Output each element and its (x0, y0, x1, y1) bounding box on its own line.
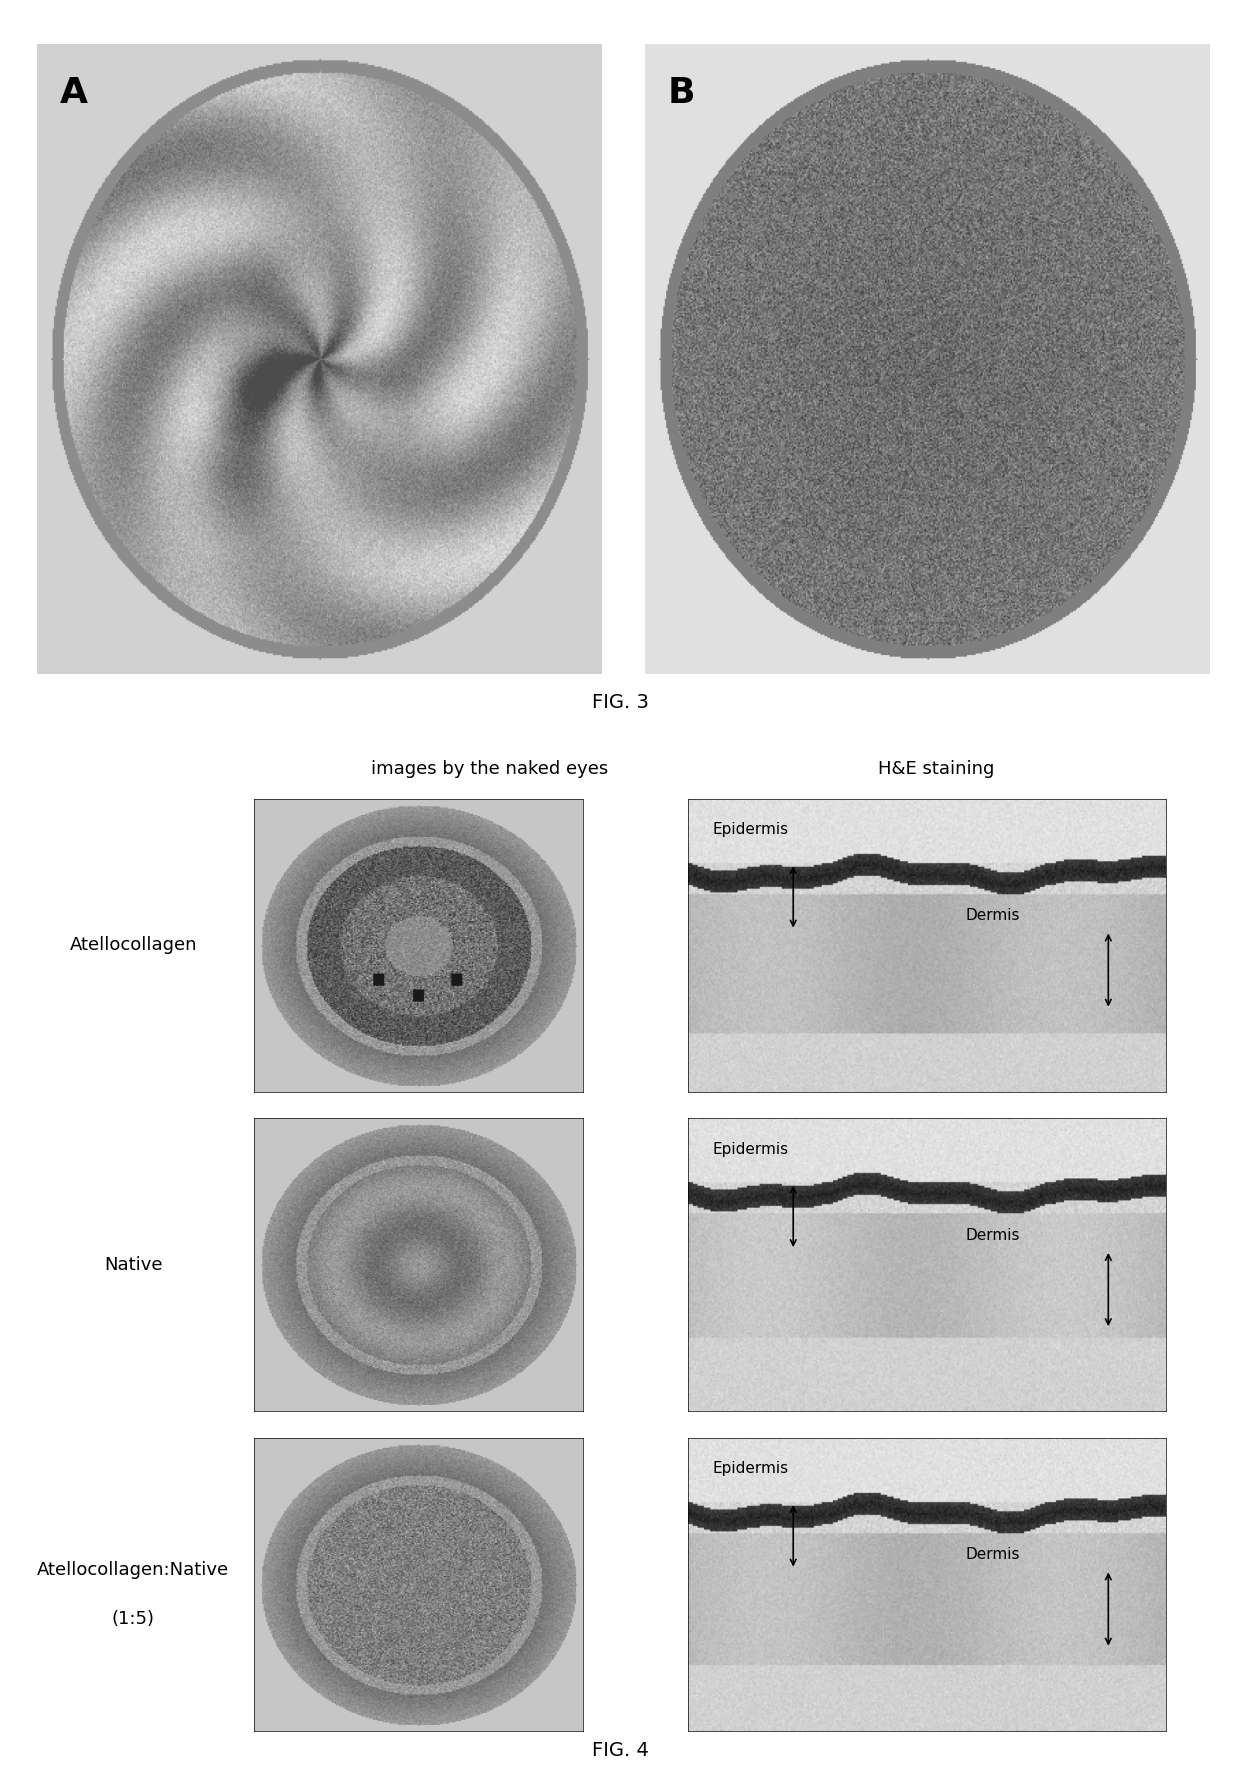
Text: B: B (667, 76, 694, 110)
Text: Atellocollagen:Native: Atellocollagen:Native (37, 1560, 229, 1578)
Text: FIG. 4: FIG. 4 (591, 1741, 649, 1759)
Text: H&E staining: H&E staining (878, 760, 994, 777)
Text: Dermis: Dermis (965, 1228, 1019, 1242)
Text: Dermis: Dermis (965, 909, 1019, 923)
Text: FIG. 3: FIG. 3 (591, 694, 649, 712)
Text: A: A (60, 76, 88, 110)
Text: Epidermis: Epidermis (712, 1141, 789, 1157)
Text: Epidermis: Epidermis (712, 1461, 789, 1477)
Text: Epidermis: Epidermis (712, 822, 789, 838)
Text: Native: Native (104, 1255, 162, 1274)
Text: Atellocollagen: Atellocollagen (69, 935, 197, 955)
Text: images by the naked eyes: images by the naked eyes (371, 760, 609, 777)
Text: (1:5): (1:5) (112, 1610, 155, 1628)
Text: Dermis: Dermis (965, 1548, 1019, 1562)
